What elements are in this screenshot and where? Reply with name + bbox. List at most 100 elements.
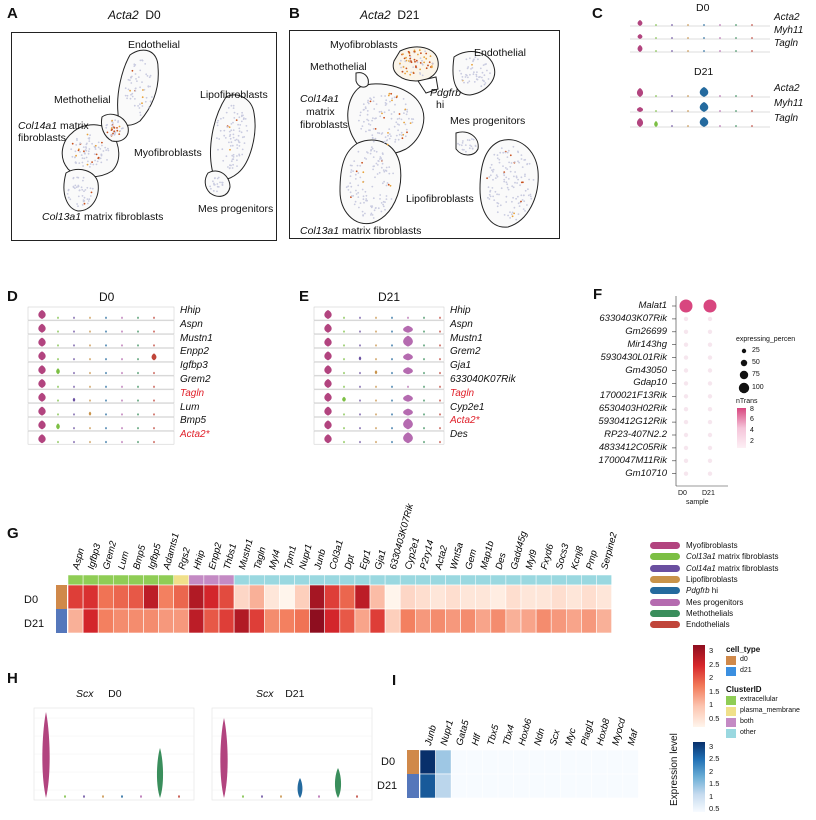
heatmap-g-cluster-cell — [399, 574, 416, 586]
umap-point — [232, 107, 235, 109]
umap-point — [86, 198, 89, 201]
heatmap-g-cell — [324, 584, 341, 610]
umap-point — [372, 156, 375, 158]
umap-point — [492, 178, 494, 181]
umap-b-label-mes-progenitors: Mes progenitors — [450, 115, 526, 127]
umap-point — [412, 66, 415, 68]
umap-point — [508, 161, 510, 164]
violin-d-mark — [121, 357, 123, 361]
umap-point — [355, 170, 358, 173]
dotplot-f-gene-label: Malat1 — [638, 300, 667, 311]
umap-point — [496, 211, 499, 214]
umap-point — [352, 195, 355, 197]
umap-point — [420, 52, 422, 55]
violin-e-mark — [375, 357, 377, 361]
umap-point — [370, 148, 373, 151]
umap-point — [237, 139, 240, 142]
umap-point — [507, 178, 510, 180]
violin-h-mark — [64, 795, 66, 798]
heatmap-i-cell — [606, 749, 624, 775]
panel-f-size-legend-title: expressing_percen — [736, 336, 796, 343]
violin-e-mark — [359, 426, 361, 430]
violin-c-mark — [655, 50, 657, 52]
panel-c-d0-title: D0 — [696, 2, 710, 14]
umap-point — [67, 196, 70, 199]
umap-point — [100, 161, 103, 164]
umap-point — [236, 113, 239, 115]
umap-point — [116, 129, 119, 132]
umap-point — [72, 177, 75, 180]
heatmap-g-cell — [369, 584, 386, 610]
umap-point — [415, 66, 417, 69]
umap-point — [393, 96, 396, 99]
umap-point — [236, 147, 239, 149]
umap-point — [362, 214, 364, 217]
umap-point — [240, 131, 243, 134]
violin-e-mark — [423, 399, 425, 402]
umap-point — [362, 181, 364, 183]
violin-d-mark — [137, 399, 139, 402]
umap-point — [514, 181, 516, 184]
umap-point — [110, 127, 113, 130]
dotplot-f-gene-label: Gdap10 — [633, 377, 667, 389]
umap-point — [81, 204, 84, 206]
violin-e-mark — [375, 440, 377, 444]
umap-point — [372, 100, 375, 103]
color-legend-2: 2 — [750, 438, 754, 445]
size-legend-dot-100 — [738, 382, 750, 394]
heatmap-g-legend-item: Pdgfrb hi — [650, 586, 718, 595]
umap-point — [130, 93, 132, 96]
umap-point — [113, 130, 116, 133]
violin-e-mark — [324, 379, 332, 388]
heatmap-g-cell — [324, 608, 341, 634]
umap-point — [217, 186, 220, 188]
dotplot-f-dot — [707, 432, 713, 438]
dotplot-f-dot — [683, 316, 689, 322]
red-scale-bar — [693, 645, 705, 727]
blue-scale-tick: 2.5 — [709, 754, 720, 764]
size-legend-dot-25 — [741, 348, 747, 354]
umap-point — [409, 56, 412, 58]
violin-e-mark — [359, 330, 361, 333]
gene-label-d: Acta2* — [180, 429, 210, 441]
heatmap-i-col-label: Myc — [563, 727, 578, 747]
umap-point — [505, 181, 508, 184]
umap-point — [224, 137, 227, 139]
umap-point — [488, 176, 491, 178]
umap-point — [461, 142, 464, 144]
heatmap-g-legend-item: Col14a1 matrix fibroblasts — [650, 564, 779, 573]
umap-point — [82, 179, 84, 182]
umap-point — [378, 111, 381, 113]
violin-d-mark — [151, 353, 157, 361]
violin-c-mark — [751, 50, 753, 52]
umap-point — [427, 64, 429, 67]
violin-e-mark — [423, 316, 425, 319]
heatmap-i-col-label: Junb — [423, 724, 439, 748]
umap-point — [509, 170, 512, 173]
umap-point — [91, 142, 93, 145]
umap-point — [404, 123, 407, 126]
umap-point — [114, 131, 117, 134]
violin-d-mark — [121, 344, 123, 347]
blue-scale-bar — [693, 742, 705, 812]
panel-label-a: A — [7, 5, 18, 22]
umap-point — [76, 176, 78, 179]
dotplot-f-gene-label: Gm43050 — [625, 364, 667, 376]
gene-label-d: Hhip — [180, 305, 201, 316]
umap-point — [139, 86, 141, 89]
umap-point — [97, 156, 100, 159]
umap-point — [373, 96, 375, 99]
violin-c-mark — [687, 125, 689, 127]
umap-point — [81, 161, 84, 164]
red-scale-tick: 3 — [709, 646, 714, 655]
violin-d-mark — [153, 399, 155, 402]
violin-c-mark — [703, 50, 705, 52]
umap-point — [216, 137, 218, 139]
violin-row-frame — [313, 375, 445, 390]
violin-c-mark — [655, 24, 657, 26]
umap-point — [398, 133, 401, 136]
umap-point — [480, 85, 483, 88]
umap-point — [517, 213, 520, 216]
violin-e-mark — [324, 392, 332, 402]
umap-point — [362, 171, 365, 174]
